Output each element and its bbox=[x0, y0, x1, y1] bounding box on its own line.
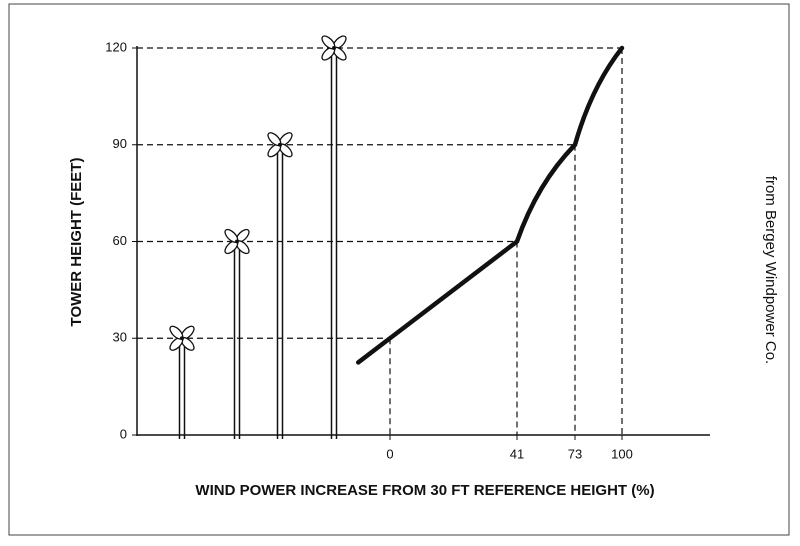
y-tick-label: 60 bbox=[113, 233, 127, 248]
turbine bbox=[169, 325, 195, 351]
turbine bbox=[224, 228, 250, 255]
y-tick-label: 90 bbox=[113, 136, 127, 151]
x-tick-label: 41 bbox=[510, 446, 524, 461]
turbine bbox=[321, 35, 347, 61]
hub bbox=[332, 46, 336, 50]
y-tick-label: 30 bbox=[113, 330, 127, 345]
curve bbox=[356, 45, 625, 365]
turbine bbox=[267, 132, 293, 158]
y-tick-label: 120 bbox=[105, 39, 127, 54]
y-axis-label: TOWER HEIGHT (FEET) bbox=[68, 158, 85, 327]
hub bbox=[278, 142, 282, 147]
hub bbox=[180, 336, 184, 341]
x-tick-label: 100 bbox=[611, 446, 633, 461]
x-tick-label: 0 bbox=[386, 446, 393, 461]
hub bbox=[235, 239, 239, 244]
x-axis-label: WIND POWER INCREASE FROM 30 FT REFERENCE… bbox=[195, 482, 654, 499]
frame bbox=[8, 3, 790, 536]
x-tick-label: 73 bbox=[568, 446, 582, 461]
credit: from Bergey Windpower Co. bbox=[762, 176, 779, 364]
y-tick-label: 0 bbox=[120, 426, 127, 441]
